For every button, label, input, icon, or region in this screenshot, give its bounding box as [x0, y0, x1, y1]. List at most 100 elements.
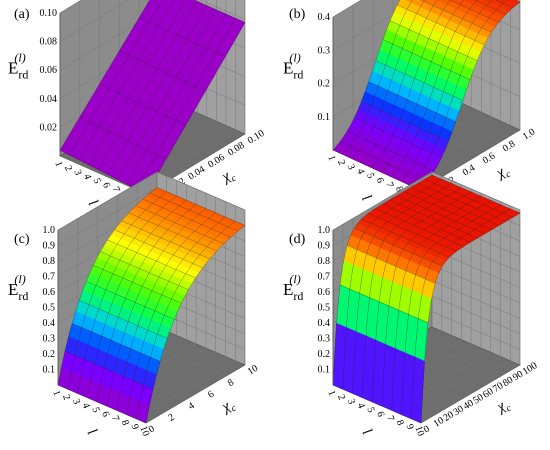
- z-tick-label: 0.6: [43, 287, 56, 298]
- surface-plot-b: 0.10.20.30.4123456789100.00.20.40.60.81.…: [283, 0, 537, 205]
- x-tick-label: 5: [364, 406, 376, 414]
- x-tick-label: 1: [325, 154, 337, 162]
- y-tick-label: 0.4: [461, 163, 477, 179]
- y-tick-label: 30: [451, 404, 465, 419]
- x-tick-label: 6: [374, 410, 386, 418]
- surface-mesh: [59, 0, 246, 195]
- z-tick-label: 0.1: [318, 112, 331, 123]
- panel-d: 0.1 0.2 0.3 0.4 0.5 0.6 0.7 0.8 0.9 1.0 1 2 3 4 5 6 7 8 9 1…: [275, 171, 550, 450]
- x-tick-label: 6: [99, 410, 111, 418]
- y-tick-label: 90: [511, 369, 525, 384]
- z-tick-label: 0.5: [43, 303, 56, 314]
- z-tick-label: 0.9: [43, 241, 56, 252]
- z-tick-label: 0.4: [318, 12, 331, 23]
- panel-b: 0.10.20.30.4123456789100.00.20.40.60.81.…: [275, 0, 550, 225]
- x-tick-label: 3: [345, 163, 357, 171]
- x-tick-label: 3: [71, 168, 83, 176]
- x-tick-label: 6: [100, 181, 112, 189]
- x-tick-label: 3: [345, 397, 357, 405]
- y-tick-label: 0: [147, 424, 157, 436]
- y-tick-label: 0.10: [246, 128, 267, 147]
- x-tick-label: 4: [354, 167, 366, 175]
- panel-label: (a): [14, 7, 30, 22]
- z-tick-label: 0.7: [43, 272, 56, 283]
- y-tick-label: 10: [432, 415, 446, 430]
- x-axis-label: l: [83, 426, 99, 438]
- x-tick-label: 7: [110, 185, 122, 193]
- z-tick-label: 0.5: [318, 303, 331, 314]
- y-axis-label: χc: [492, 396, 514, 419]
- x-tick-label: 9: [129, 423, 141, 431]
- x-tick-label: 8: [393, 185, 405, 193]
- y-tick-label: 6: [206, 389, 216, 401]
- y-tick-label: 2: [167, 412, 177, 424]
- x-tick-label: 7: [109, 414, 121, 422]
- x-tick-label: 7: [383, 181, 395, 189]
- x-tick-label: 2: [335, 393, 347, 401]
- z-tick-label: 0.4: [43, 318, 56, 329]
- z-tick-label: 0.3: [318, 334, 331, 345]
- y-tick-label: 20: [442, 409, 456, 424]
- x-tick-label: 2: [60, 393, 72, 401]
- z-tick-label: 0.3: [318, 45, 331, 56]
- z-tick-label: 0.08: [40, 37, 58, 48]
- z-tick-label: 0.02: [40, 122, 58, 133]
- z-tick-label: 1.0: [318, 225, 331, 236]
- x-tick-label: 2: [335, 158, 347, 166]
- z-tick-label: 0.06: [40, 65, 58, 76]
- x-tick-label: 4: [80, 402, 92, 410]
- y-tick-label: 4: [186, 400, 196, 412]
- x-tick-label: 6: [374, 176, 386, 184]
- y-tick-label: 0.6: [481, 151, 497, 167]
- z-tick-label: 0.1: [43, 365, 56, 376]
- z-axis-label: Erd(l): [8, 272, 28, 303]
- z-tick-label: 0.3: [43, 334, 56, 345]
- surface-mesh: [332, 0, 521, 191]
- x-tick-label: 1: [52, 160, 64, 168]
- z-tick-label: 1.0: [43, 225, 56, 236]
- x-axis-label: l: [358, 426, 374, 438]
- z-tick-label: 0.6: [318, 287, 331, 298]
- surface-plot-a: 0.020.040.060.080.10123456789100.000.020…: [8, 0, 267, 209]
- surface-mesh: [332, 174, 521, 424]
- panel-c: 0.1 0.2 0.3 0.4 0.5 0.6 0.7 0.8 0.9 1.0 1 2 3 4 5 6 7 8 9 1…: [0, 171, 275, 450]
- y-axis-label: χc: [217, 166, 239, 189]
- x-tick-label: 5: [89, 406, 101, 414]
- x-tick-label: 4: [355, 402, 367, 410]
- z-tick-label: 0.8: [318, 256, 331, 267]
- surface-plot-c: 0.10.20.30.40.50.60.70.80.91.01234567891…: [8, 171, 260, 438]
- x-tick-label: 5: [364, 172, 376, 180]
- y-tick-label: 8: [226, 377, 236, 389]
- y-tick-label: 80: [501, 375, 515, 390]
- y-tick-label: 0.8: [501, 139, 517, 155]
- panel-label: (c): [14, 232, 30, 247]
- z-tick-label: 0.1: [318, 365, 331, 376]
- y-tick-label: 60: [481, 386, 495, 401]
- y-axis-label: χc: [217, 396, 239, 419]
- z-tick-label: 0.04: [40, 94, 58, 105]
- x-tick-label: 3: [70, 397, 82, 405]
- y-tick-label: 10: [246, 363, 260, 378]
- y-tick-label: 0: [422, 424, 432, 436]
- x-tick-label: 10: [137, 425, 151, 438]
- surface: [59, 0, 246, 195]
- z-axis-label: Erd(l): [283, 51, 303, 82]
- y-tick-label: 100: [521, 360, 540, 377]
- x-tick-label: 5: [91, 177, 103, 185]
- x-tick-label: 7: [384, 414, 396, 422]
- z-tick-label: 0.2: [43, 349, 56, 360]
- y-tick-label: 70: [491, 380, 505, 395]
- x-tick-label: 2: [62, 164, 74, 172]
- x-tick-label: 4: [81, 173, 93, 181]
- y-tick-label: 1.0: [521, 127, 537, 143]
- panel-label: (b): [289, 7, 306, 22]
- surface-plot-d: 0.10.20.30.40.50.60.70.80.91.01234567891…: [283, 171, 540, 438]
- z-tick-label: 0.8: [43, 256, 56, 267]
- y-tick-label: 40: [461, 398, 475, 413]
- x-tick-label: 1: [50, 389, 62, 397]
- panel-a: 0.020.040.060.080.10123456789100.000.020…: [0, 0, 275, 225]
- x-axis-label: l: [84, 197, 100, 209]
- x-tick-label: 8: [394, 418, 406, 426]
- x-tick-label: 10: [412, 425, 426, 438]
- y-tick-label: 50: [471, 392, 485, 407]
